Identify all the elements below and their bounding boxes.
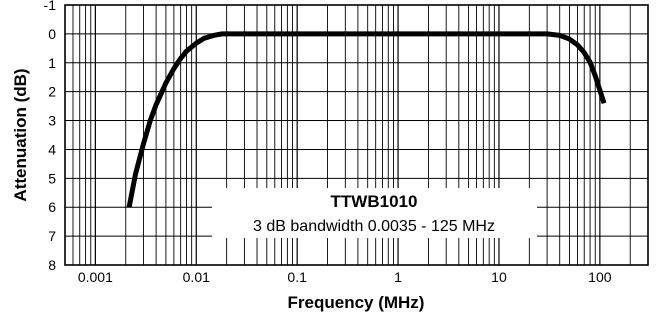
x-axis-title: Frequency (MHz) xyxy=(288,293,425,312)
y-tick-label: 0 xyxy=(48,26,56,42)
annotation-subtitle: 3 dB bandwidth 0.0035 - 125 MHz xyxy=(253,218,495,235)
annotation-box: TTWB1010 3 dB bandwidth 0.0035 - 125 MHz xyxy=(212,188,537,238)
y-tick-label: 1 xyxy=(48,55,56,71)
y-tick-label: 4 xyxy=(48,141,56,157)
x-tick-label: 1 xyxy=(394,269,402,285)
y-axis-title: Attenuation (dB) xyxy=(11,68,30,201)
x-tick-label: 0.001 xyxy=(78,269,113,285)
x-tick-label: 10 xyxy=(491,269,507,285)
y-tick-label: 7 xyxy=(48,228,56,244)
y-tick-label: 6 xyxy=(48,199,56,215)
x-tick-label: 0.01 xyxy=(183,269,210,285)
annotation-background xyxy=(212,188,537,238)
x-tick-label: 100 xyxy=(588,269,612,285)
plot-frame xyxy=(64,4,649,266)
annotation-title: TTWB1010 xyxy=(331,192,418,211)
series-line xyxy=(126,31,607,208)
series-layer xyxy=(126,31,607,208)
y-tick-label: -1 xyxy=(44,0,57,13)
y-tick-label: 5 xyxy=(48,170,56,186)
tick-labels: 0.001 0.01 0.1 1 10 100 -1 0 1 2 3 4 5 6 7 8 xyxy=(44,0,612,285)
x-tick-label: 0.1 xyxy=(287,269,307,285)
y-tick-label: 2 xyxy=(48,84,56,100)
y-tick-label: 8 xyxy=(48,257,56,273)
y-tick-label: 3 xyxy=(48,113,56,129)
